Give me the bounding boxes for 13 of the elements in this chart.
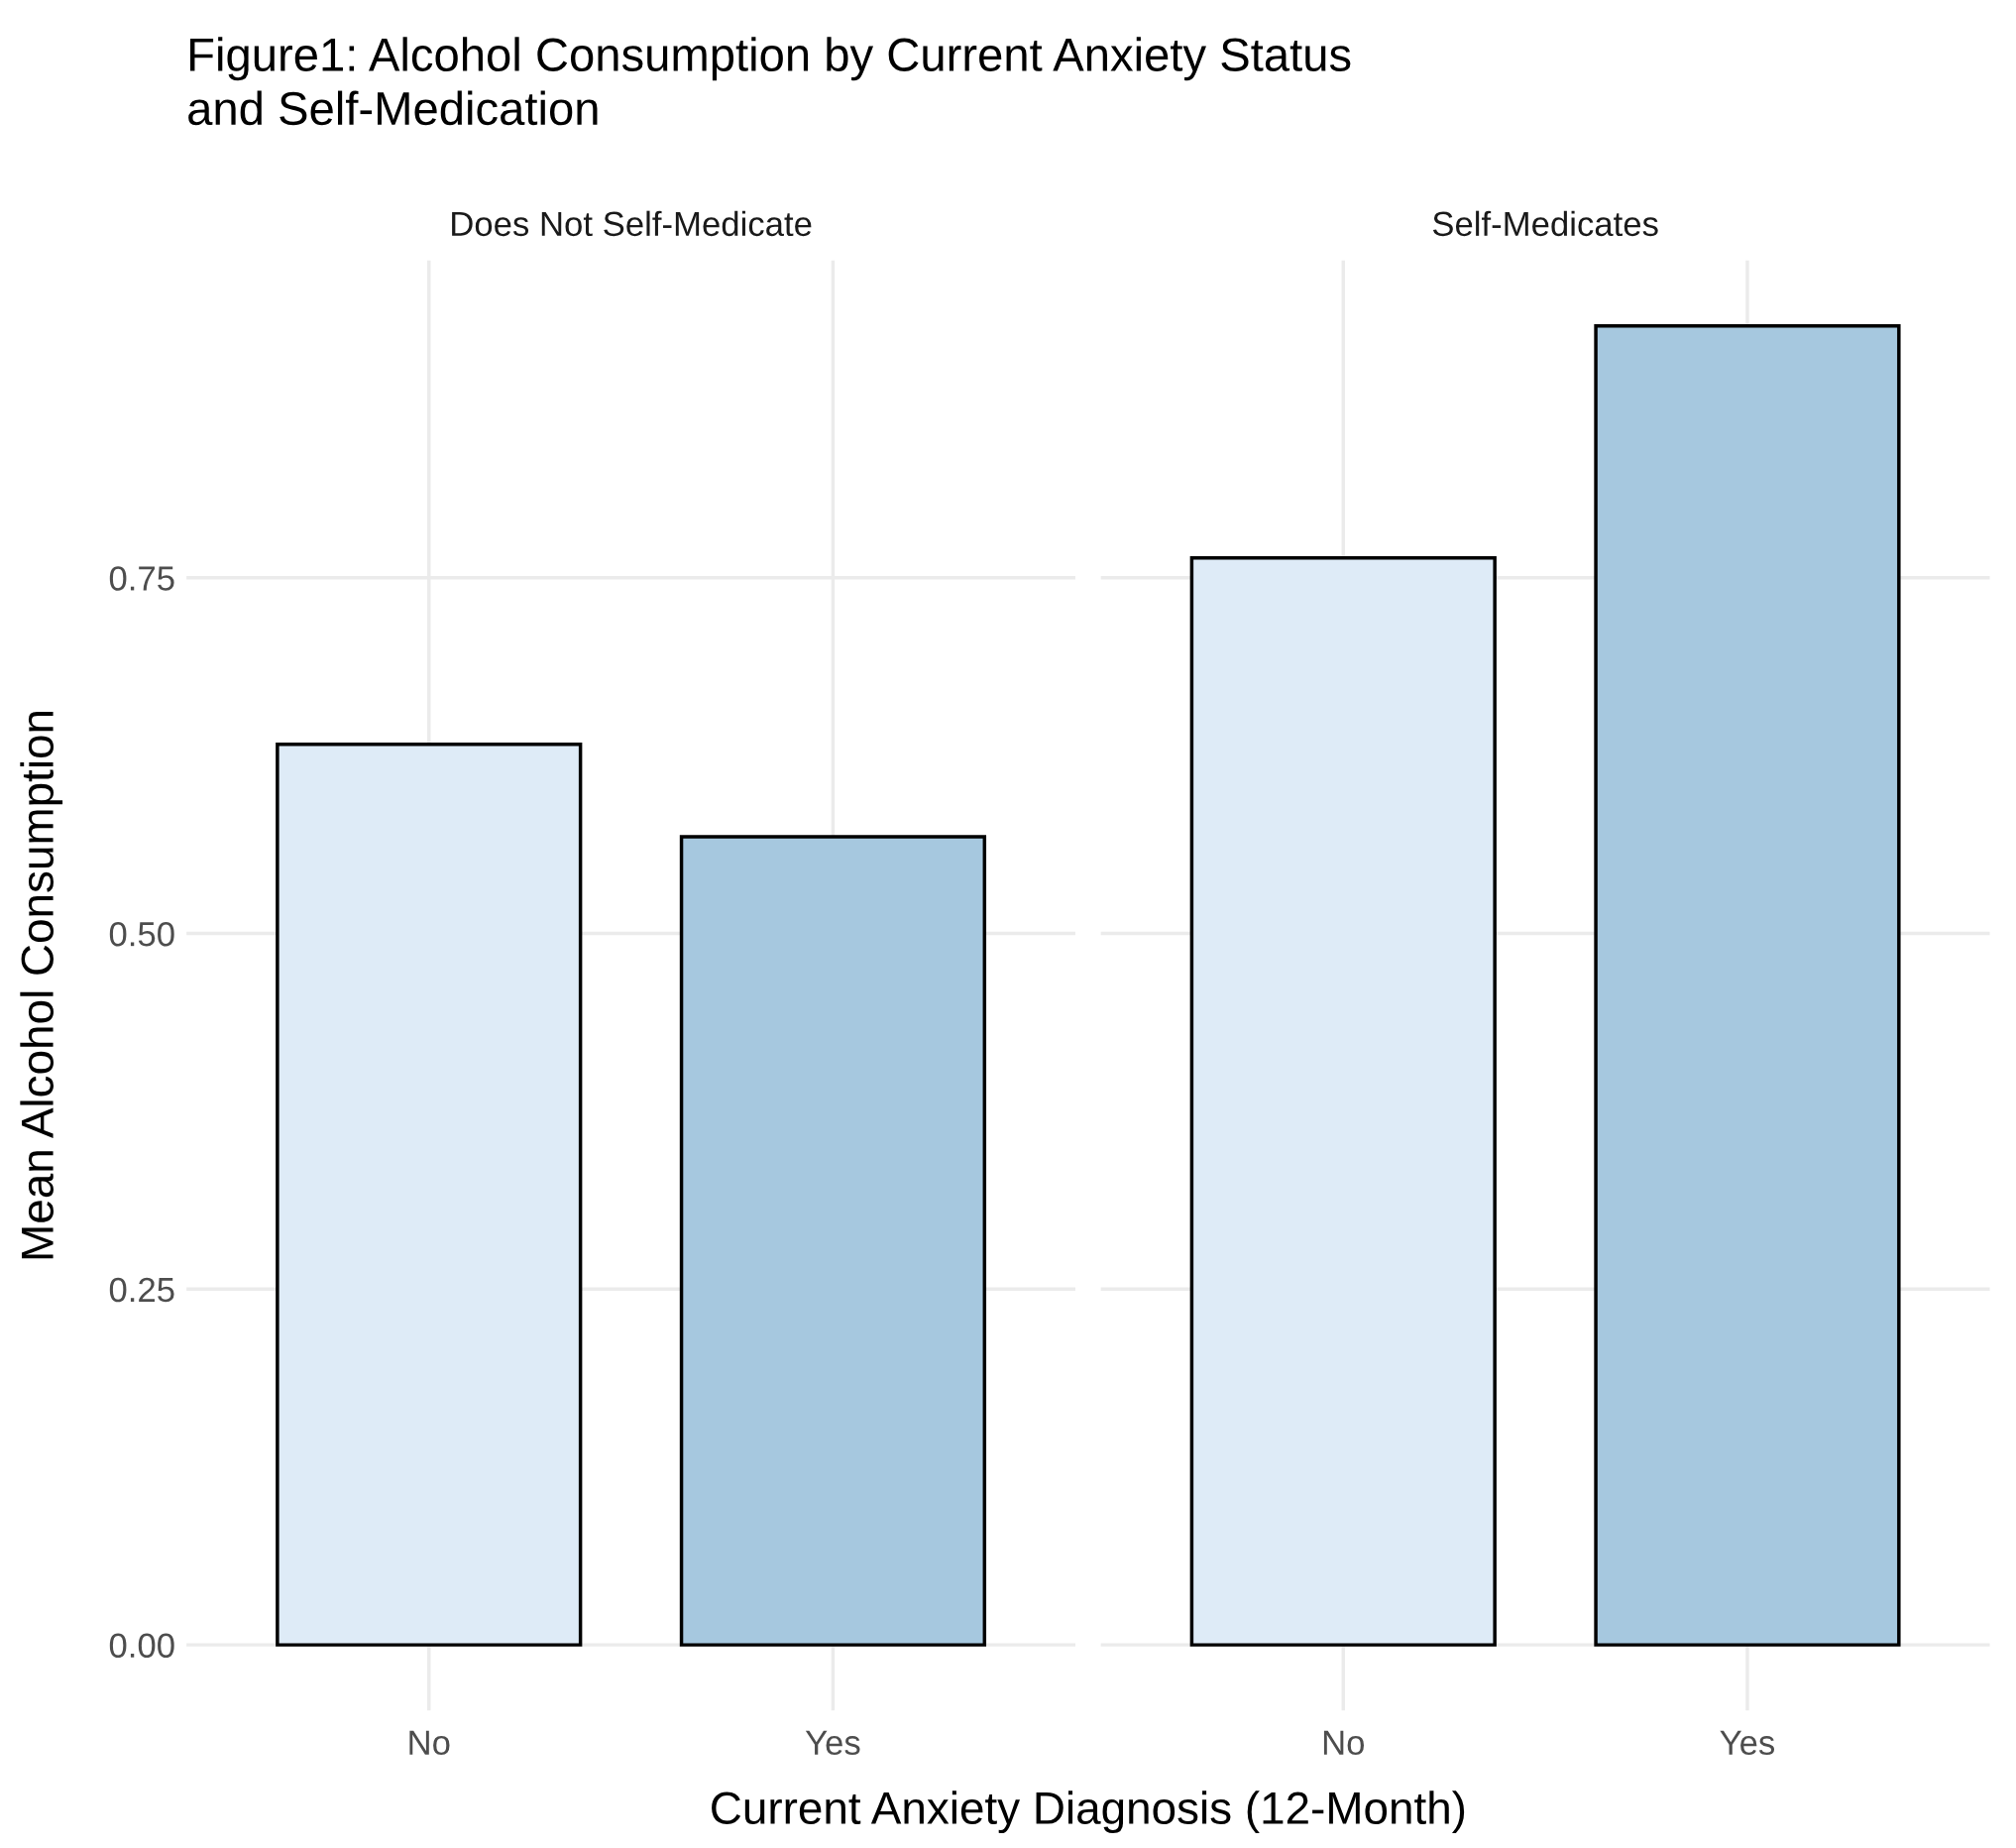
chart-subtitle: Does Not Self-Medicate [452, 210, 812, 237]
y-tick-label: 0.75 [109, 566, 174, 591]
chart-subtitle: Self-Medicates [1432, 210, 1658, 237]
x-tick-label: Yes [805, 1730, 860, 1756]
y-axis-title: Mean Alcohol Consumption [20, 711, 63, 1259]
x-tick-label: Yes [1720, 1730, 1775, 1756]
y-tick-label: 0.25 [109, 1277, 174, 1303]
x-tick-label: No [409, 1730, 450, 1756]
chart-title: Figure1: Alcohol Consumption by Current Anxiety Status and Self-Medication [188, 37, 1351, 126]
y-tick-label: 0.00 [109, 1633, 174, 1659]
y-tick-label: 0.50 [109, 921, 174, 947]
x-tick-label: No [1323, 1730, 1365, 1756]
x-axis-title: Current Anxiety Diagnosis (12-Month) [712, 1790, 1465, 1834]
